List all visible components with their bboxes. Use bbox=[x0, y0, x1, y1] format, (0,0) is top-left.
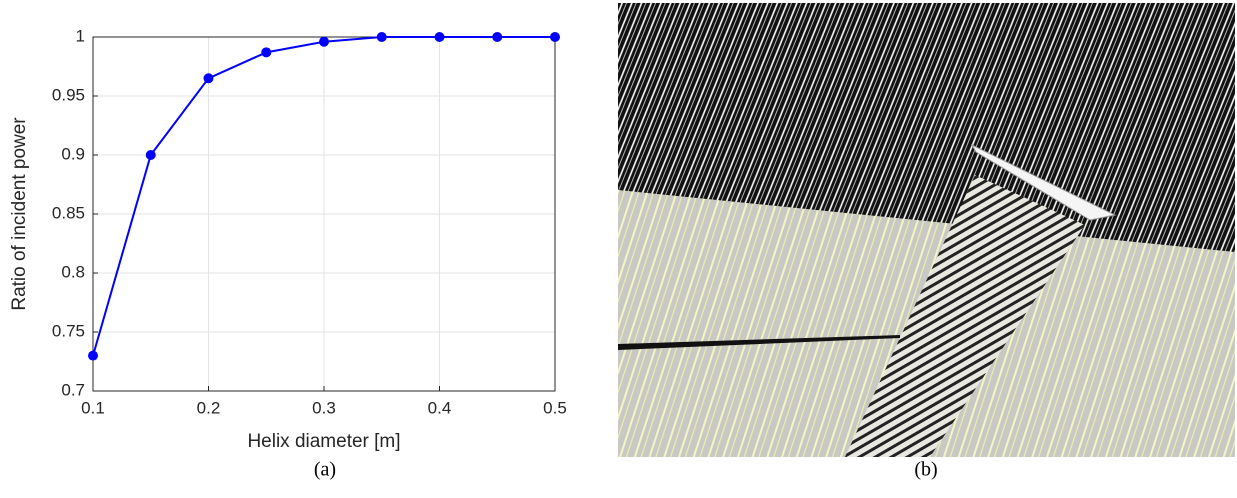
point bbox=[203, 73, 214, 84]
point bbox=[261, 47, 272, 58]
x-tick-label: 0.5 bbox=[543, 398, 567, 417]
caption: (a) bbox=[314, 459, 336, 481]
point bbox=[492, 32, 503, 42]
point bbox=[550, 32, 560, 42]
y-tick-label: 1 bbox=[76, 26, 85, 45]
point bbox=[376, 32, 387, 42]
y-tick-label: 0.95 bbox=[52, 85, 85, 104]
point bbox=[434, 32, 445, 42]
y-tick-label: 0.7 bbox=[61, 380, 85, 399]
y-tick-label: 0.75 bbox=[52, 321, 85, 340]
caption: (b) bbox=[914, 459, 937, 481]
y-tick-label: 0.9 bbox=[61, 144, 85, 163]
y-tick-label: 0.8 bbox=[61, 262, 85, 281]
x-tick-label: 0.4 bbox=[428, 398, 452, 417]
y-tick-label: 0.85 bbox=[52, 203, 85, 222]
x-tick-label: 0.3 bbox=[312, 398, 336, 417]
y-axis-label: Ratio of incident power bbox=[9, 117, 30, 311]
x-tick-label: 0.2 bbox=[197, 398, 221, 417]
x-tick-label: 0.1 bbox=[81, 398, 105, 417]
edge-shadow bbox=[618, 335, 900, 350]
render-image bbox=[618, 3, 1235, 457]
point bbox=[319, 36, 329, 47]
sky-streaks bbox=[618, 3, 1235, 252]
point bbox=[88, 350, 98, 361]
reflector-plate bbox=[970, 143, 1117, 221]
helix bbox=[845, 175, 1085, 457]
point bbox=[145, 150, 156, 160]
x-axis-label: Helix diameter [m] bbox=[247, 431, 400, 452]
